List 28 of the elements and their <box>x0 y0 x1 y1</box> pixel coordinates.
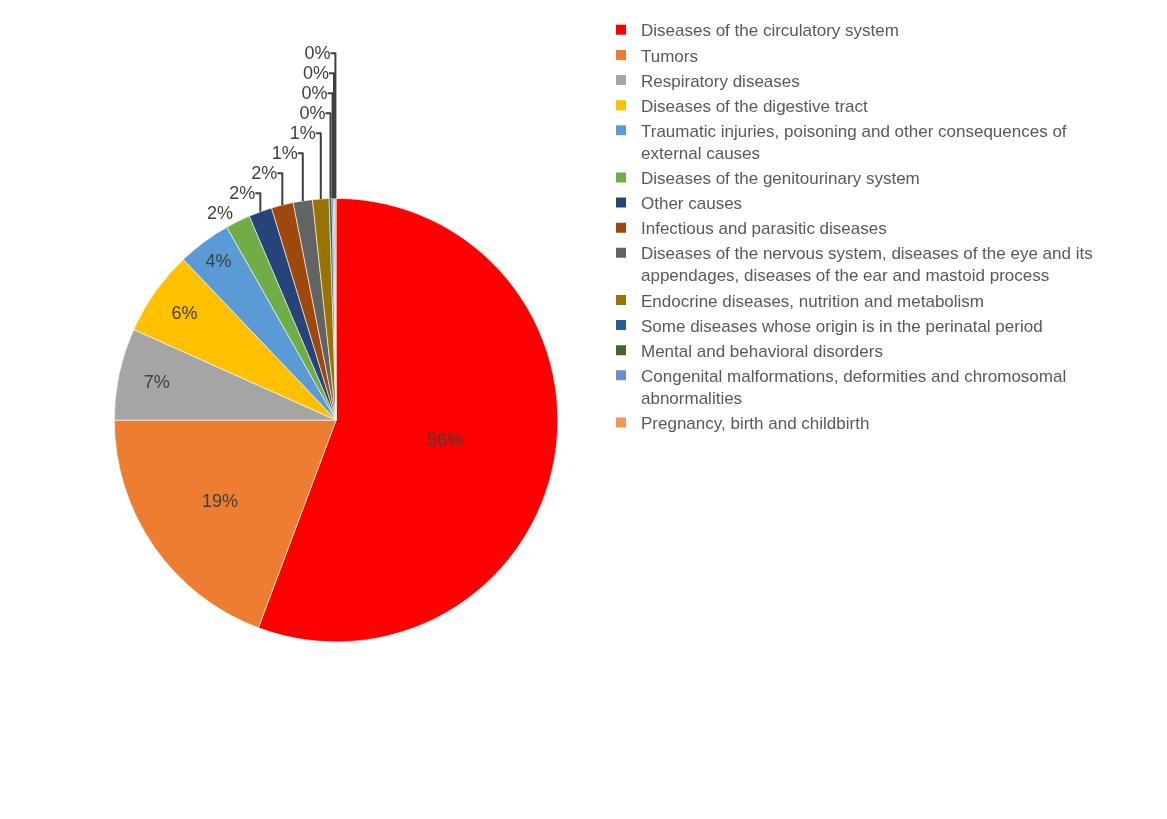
data-label: 1% <box>271 143 298 164</box>
data-label: 56% <box>427 429 464 450</box>
data-label: 0% <box>299 103 326 124</box>
legend-label: Diseases of the nervous system, diseases of the eye and its appendages, diseases of the ear and mastoid process <box>641 244 1093 286</box>
legend-label: Respiratory diseases <box>641 71 800 91</box>
data-label: 2% <box>206 203 233 224</box>
data-label: 1% <box>289 123 316 144</box>
legend-label: Some diseases whose origin is in the perinatal period <box>641 316 1043 336</box>
legend-label: Pregnancy, birth and childbirth <box>641 414 870 434</box>
data-label: 6% <box>171 302 198 323</box>
legend-label: Traumatic injuries, poisoning and other consequences of external causes <box>641 121 1067 163</box>
legend-label: Endocrine diseases, nutrition and metabolism <box>641 291 985 311</box>
data-label: 7% <box>143 371 170 392</box>
legend-label: Tumors <box>641 46 699 66</box>
legend-label: Diseases of the digestive tract <box>641 96 869 116</box>
data-label: 2% <box>229 183 256 204</box>
legend-label: Mental and behavioral disorders <box>641 341 883 361</box>
data-label: 2% <box>251 163 278 184</box>
data-label: 19% <box>202 490 239 511</box>
legend-label: Diseases of the circulatory system <box>641 21 899 41</box>
data-label: 4% <box>205 251 232 272</box>
legend-label: Infectious and parasitic diseases <box>641 219 887 239</box>
data-label: 0% <box>304 43 331 64</box>
legend-label: Diseases of the genitourinary system <box>641 169 920 189</box>
legend-label: Congenital malformations, deformities and chromosomal abnormalities <box>641 366 1067 408</box>
data-label: 0% <box>302 63 330 84</box>
legend-label: Other causes <box>641 194 743 214</box>
data-label: 0% <box>301 83 328 104</box>
